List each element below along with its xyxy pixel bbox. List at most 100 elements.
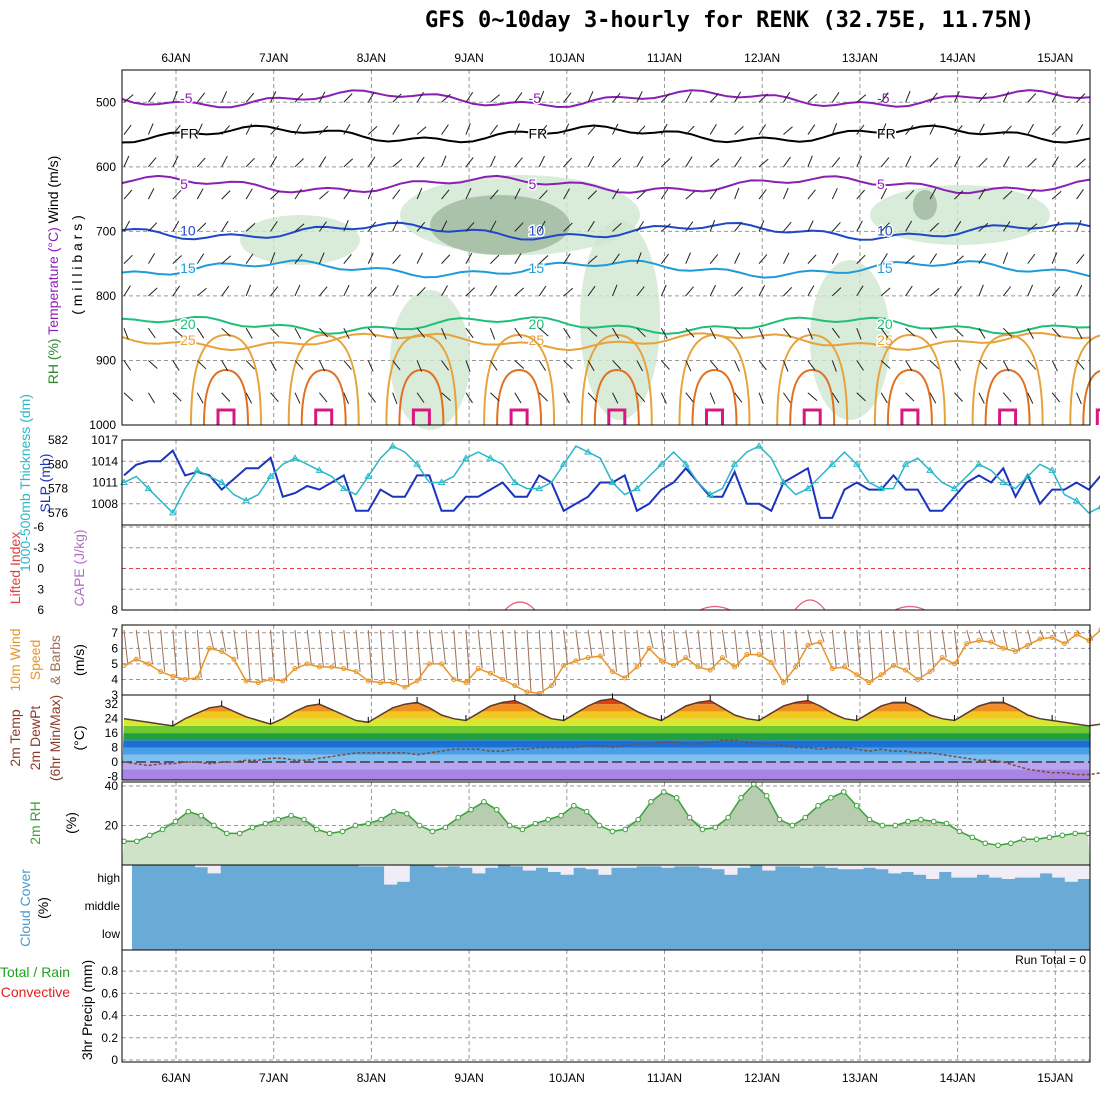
rh-marker [956, 828, 963, 835]
rh-marker [673, 795, 680, 801]
surface-wind-barb [734, 629, 740, 668]
wind-barb [783, 187, 789, 200]
rh-marker [275, 816, 282, 823]
wind-barb [660, 93, 670, 103]
wind-barb [734, 360, 740, 372]
y-tick-label: 1000 [89, 418, 116, 432]
wind-barb [514, 392, 522, 404]
wind-barb [905, 285, 913, 297]
wind-barb [954, 155, 961, 168]
wind-barb [929, 360, 940, 370]
wind-barb [270, 252, 276, 264]
surface-wind-barb [526, 629, 532, 692]
wind-barb [538, 360, 547, 371]
wind-barb [172, 255, 182, 265]
wind-barb [367, 91, 375, 103]
temp-contour-25 [1069, 334, 1100, 426]
wind-barb [758, 158, 769, 168]
wind-barb [123, 220, 131, 232]
thickness-marker [804, 484, 812, 492]
wind-barb [514, 287, 525, 297]
rh-marker [211, 822, 217, 829]
wind-barb [441, 327, 447, 340]
isotherm-line [121, 331, 1091, 352]
wind-barb [807, 220, 814, 232]
wind-barb [1002, 392, 1012, 403]
wind-barb [563, 123, 570, 135]
wind-barb [441, 155, 447, 168]
wind-barb [661, 223, 671, 232]
y-tick-label: -8 [107, 769, 118, 783]
rh-marker [686, 814, 693, 821]
rh-marker [699, 826, 706, 833]
cloud-high-bar [585, 865, 599, 870]
wind-speed-marker [780, 680, 786, 686]
rh-marker [326, 830, 333, 837]
wind-barb [660, 188, 669, 200]
thickness-marker [779, 478, 788, 485]
wind-barb [978, 188, 986, 200]
wind-barb [831, 123, 838, 135]
temp-band [122, 754, 1090, 762]
isotherm-label: 20 [180, 316, 196, 332]
rh-marker [661, 789, 667, 795]
wind-speed-marker [145, 661, 151, 667]
wind-barb [831, 287, 842, 297]
wind-barb [392, 124, 400, 135]
isotherm-line [121, 259, 1091, 279]
rh-marker [558, 812, 564, 819]
wind-barb [905, 90, 911, 103]
rh-shading [580, 220, 660, 420]
wind-barb [905, 255, 915, 265]
wind-barb [905, 392, 915, 402]
surface-wind-barb [147, 629, 153, 664]
wind-barb [612, 222, 622, 232]
cloud-high-bar [1027, 865, 1041, 878]
wind-barb [1027, 93, 1037, 103]
surface-wind-barb [599, 629, 605, 657]
rh-marker [571, 802, 577, 809]
wind-barb [831, 222, 841, 232]
wind-barb [905, 220, 913, 232]
y-tick-label: 700 [96, 224, 116, 238]
wind-speed-marker [390, 680, 396, 686]
wind-barb [514, 360, 525, 369]
cloud-high-bar [434, 865, 448, 868]
cloud-high-bar [623, 865, 637, 868]
temp-band [122, 725, 1090, 734]
wind-barb [245, 253, 254, 264]
wind-barb [709, 284, 716, 297]
cloud-high-bar [674, 865, 688, 867]
wind-barb [367, 187, 374, 200]
wind-barb [416, 221, 426, 232]
y-tick-label: 0 [111, 755, 118, 769]
wind-barb [807, 155, 813, 168]
date-label-bottom: 9JAN [454, 1071, 483, 1085]
wind-barb [221, 125, 230, 135]
cloud-high-bar [888, 865, 902, 874]
temp-contour-25 [190, 333, 262, 426]
temp-contour-30 [691, 368, 738, 426]
wind-barb [1002, 327, 1013, 338]
wind-barb [196, 360, 207, 370]
temp-contour-35 [607, 408, 627, 425]
date-label-bottom: 11JAN [647, 1071, 682, 1085]
wind-barb [1076, 158, 1086, 168]
cloud-high-bar [560, 865, 574, 875]
wind-barb [270, 156, 278, 168]
cloud-high-bar [850, 865, 864, 870]
wind-barb [416, 187, 423, 200]
thickness-marker [657, 460, 666, 467]
surface-wind-barb [563, 629, 569, 666]
wind-barb [416, 392, 425, 403]
wind-barb [318, 221, 327, 232]
thickness-marker [608, 478, 617, 485]
surface-wind-barb [514, 629, 520, 686]
wind-barb [1027, 284, 1034, 297]
thickness-marker [828, 460, 837, 467]
rh-marker [455, 814, 461, 821]
wind-barb [954, 392, 963, 402]
isotherm-label: 20 [877, 316, 893, 332]
wind-speed-marker [548, 683, 554, 689]
wind-barb [196, 222, 207, 232]
